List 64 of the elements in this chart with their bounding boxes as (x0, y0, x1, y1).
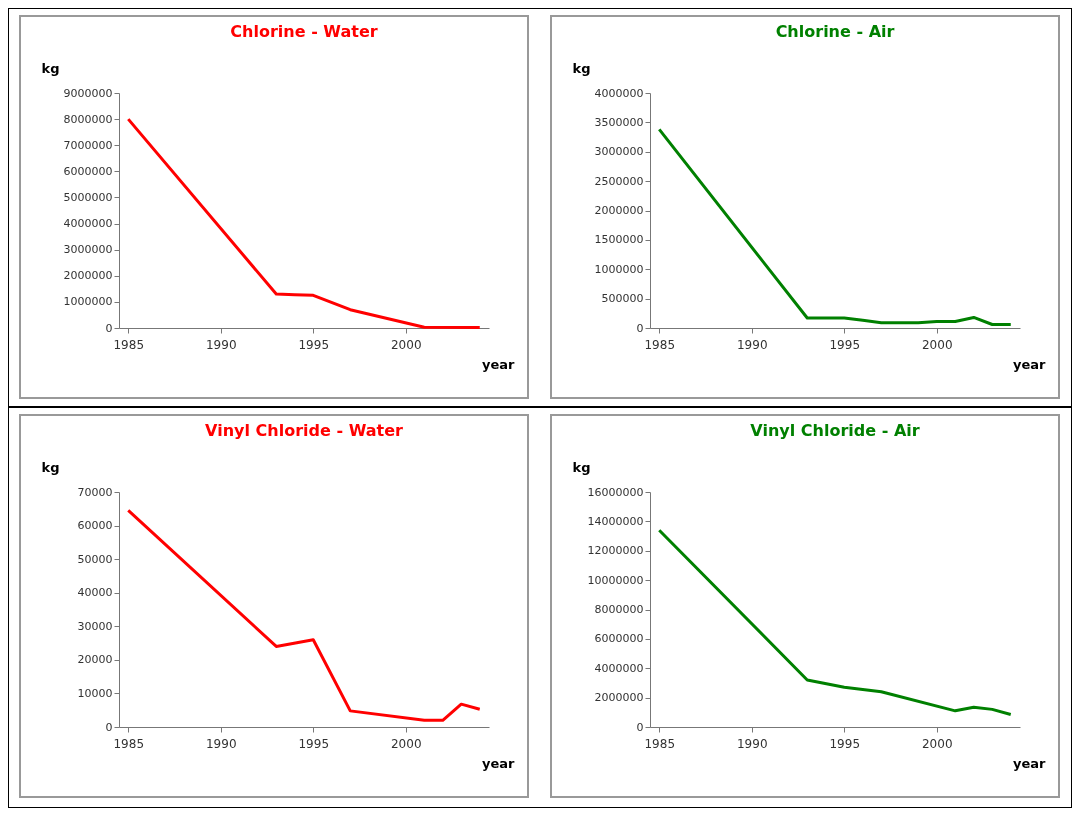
y-tick-label: 1000000 (594, 262, 644, 276)
y-tick-label: 14000000 (587, 514, 644, 528)
y-tick-label: 6000000 (63, 164, 113, 178)
y-tick-label: 16000000 (587, 485, 644, 499)
y-axis-title: kg (41, 60, 60, 76)
x-tick-label: 1990 (736, 337, 768, 352)
y-tick-label: 0 (105, 720, 113, 734)
y-tick-label: 4000000 (594, 86, 644, 100)
x-axis-title: year (1013, 356, 1047, 372)
y-tick-label: 3500000 (594, 115, 644, 129)
y-tick-label: 2000000 (63, 269, 113, 283)
y-tick-label: 4000000 (594, 661, 644, 675)
y-tick-label: 0 (636, 720, 644, 734)
x-tick-label: 1995 (298, 337, 330, 352)
y-tick-label: 9000000 (63, 86, 113, 100)
y-tick-label: 500000 (601, 292, 644, 306)
x-tick-label: 1990 (205, 736, 237, 751)
x-tick-label: 1985 (644, 337, 676, 352)
x-tick-label: 2000 (390, 337, 422, 352)
y-axis-title: kg (41, 459, 60, 475)
y-tick-label: 8000000 (594, 603, 644, 616)
x-tick-label: 1985 (644, 736, 676, 751)
y-tick-label: 6000000 (594, 632, 644, 646)
y-axis-title: kg (572, 459, 591, 475)
x-tick-label: 2000 (921, 337, 953, 352)
x-tick-label: 1995 (298, 736, 330, 751)
y-tick-label: 2500000 (594, 174, 644, 188)
y-tick-label: 1000000 (63, 295, 113, 309)
y-tick-label: 2000000 (594, 691, 644, 705)
y-tick-label: 10000 (77, 686, 113, 700)
y-tick-label: 20000 (77, 653, 113, 667)
y-tick-label: 0 (636, 321, 644, 335)
x-tick-label: 1985 (113, 736, 145, 751)
y-tick-label: 30000 (77, 619, 113, 633)
y-tick-label: 2000000 (594, 204, 644, 217)
chart-title: Chlorine - Water (230, 22, 378, 41)
y-tick-label: 1500000 (594, 233, 644, 247)
chart-title: Vinyl Chloride - Water (205, 421, 404, 440)
y-tick-label: 0 (105, 321, 113, 335)
y-tick-label: 7000000 (63, 138, 113, 152)
y-tick-label: 3000000 (594, 145, 644, 159)
x-axis-title: year (1013, 755, 1047, 771)
x-tick-label: 1990 (736, 736, 768, 751)
chart-title: Vinyl Chloride - Air (750, 421, 920, 440)
x-tick-label: 1990 (205, 337, 237, 352)
y-tick-label: 50000 (77, 552, 113, 566)
y-tick-label: 10000000 (587, 573, 644, 587)
y-tick-label: 70000 (77, 485, 113, 499)
x-axis-title: year (482, 356, 516, 372)
chart-title: Chlorine - Air (775, 22, 895, 41)
y-tick-label: 4000000 (63, 217, 113, 231)
y-axis-title: kg (572, 60, 591, 76)
x-tick-label: 2000 (390, 736, 422, 751)
x-tick-label: 2000 (921, 736, 953, 751)
y-tick-label: 3000000 (63, 243, 113, 257)
y-tick-label: 5000000 (63, 190, 113, 204)
y-tick-label: 40000 (77, 586, 113, 600)
y-tick-label: 60000 (77, 519, 113, 533)
y-tick-label: 8000000 (63, 112, 113, 126)
x-tick-label: 1985 (113, 337, 145, 352)
x-axis-title: year (482, 755, 516, 771)
y-tick-label: 12000000 (587, 544, 644, 558)
x-tick-label: 1995 (829, 736, 861, 751)
x-tick-label: 1995 (829, 337, 861, 352)
